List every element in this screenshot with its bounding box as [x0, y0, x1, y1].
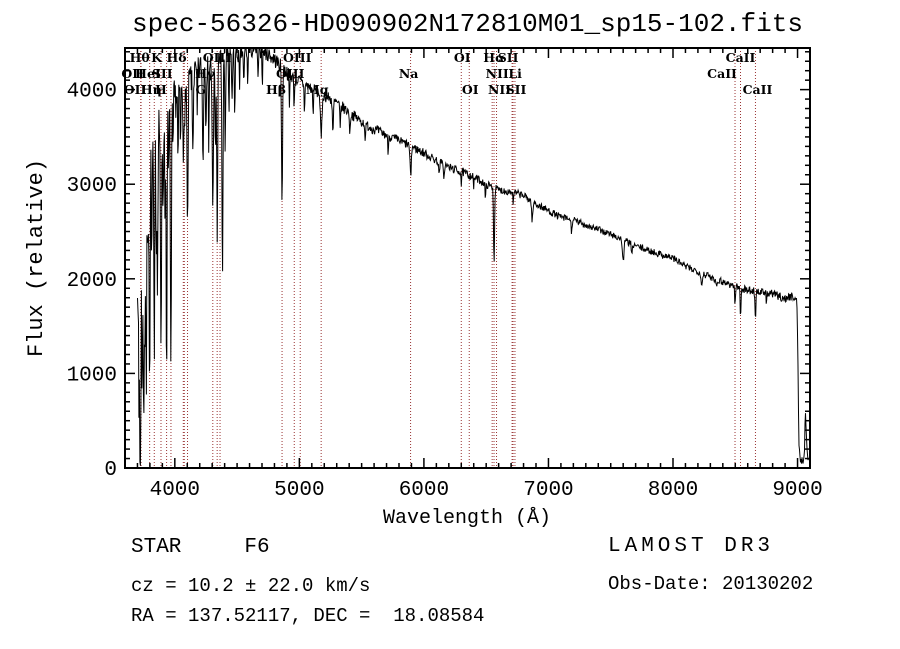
- survey-release-text: LAMOST DR3: [608, 535, 775, 558]
- y-tick-label: 0: [104, 459, 117, 482]
- line-label-CaII: CaII: [707, 66, 737, 81]
- line-label-SII: SII: [152, 66, 173, 81]
- line-label-CaII: CaII: [726, 50, 756, 65]
- plot-title: spec-56326-HD090902N172810M01_sp15-102.f…: [132, 9, 803, 39]
- x-tick-label: 6000: [399, 479, 449, 502]
- y-tick-label: 1000: [67, 364, 117, 387]
- line-label-OII: OII: [121, 66, 144, 81]
- line-label-OI: OI: [462, 82, 479, 97]
- line-label-Li: Li: [508, 66, 522, 81]
- cz-velocity-text: cz = 10.2 ± 22.0 km/s: [131, 575, 371, 597]
- line-label-CaII: CaII: [743, 82, 773, 97]
- line-label-Hθ: Hθ: [130, 50, 150, 65]
- line-label-Hγ: Hγ: [195, 66, 216, 81]
- line-label-OIII: OIII: [203, 50, 232, 65]
- line-label-K: K: [151, 50, 163, 65]
- line-label-NII: NII: [486, 66, 509, 81]
- line-label-Mg: Mg: [306, 82, 329, 97]
- line-label-NII: NII: [488, 82, 511, 97]
- ra-dec-text: RA = 137.52117, DEC = 18.08584: [131, 605, 485, 627]
- line-label-OII: OII: [124, 82, 147, 97]
- line-label-Hη: Hη: [141, 82, 162, 97]
- line-label-SII: SII: [498, 50, 519, 65]
- obs-date-text: Obs-Date: 20130202: [608, 573, 814, 595]
- plot-frame: [124, 47, 811, 469]
- y-tick-label: 2000: [67, 270, 117, 293]
- spectrum-trace: [137, 47, 809, 466]
- line-label-OI: OI: [454, 50, 471, 65]
- x-tick-label: 8000: [648, 479, 698, 502]
- line-label-Hβ: Hβ: [266, 82, 286, 97]
- y-tick-label: 3000: [67, 175, 117, 198]
- line-label-Na: Na: [399, 66, 419, 81]
- x-axis-label: Wavelength (Å): [383, 507, 551, 530]
- line-label-HeI: HeI: [135, 66, 161, 81]
- line-label-OIII: OIII: [283, 50, 312, 65]
- line-label-OIII: OIII: [276, 66, 305, 81]
- line-label-G: G: [195, 82, 206, 97]
- x-tick-label: 7000: [523, 479, 573, 502]
- y-axis-label: Flux (relative): [24, 159, 49, 357]
- line-label-Hδ: Hδ: [166, 50, 186, 65]
- x-tick-label: 9000: [772, 479, 822, 502]
- object-class-text: STAR F6: [131, 536, 270, 559]
- line-label-SII: SII: [506, 82, 527, 97]
- y-tick-label: 4000: [67, 81, 117, 104]
- line-label-Hα: Hα: [483, 50, 505, 65]
- line-label-H: H: [155, 82, 167, 97]
- x-tick-label: 5000: [274, 479, 324, 502]
- x-tick-label: 4000: [150, 479, 200, 502]
